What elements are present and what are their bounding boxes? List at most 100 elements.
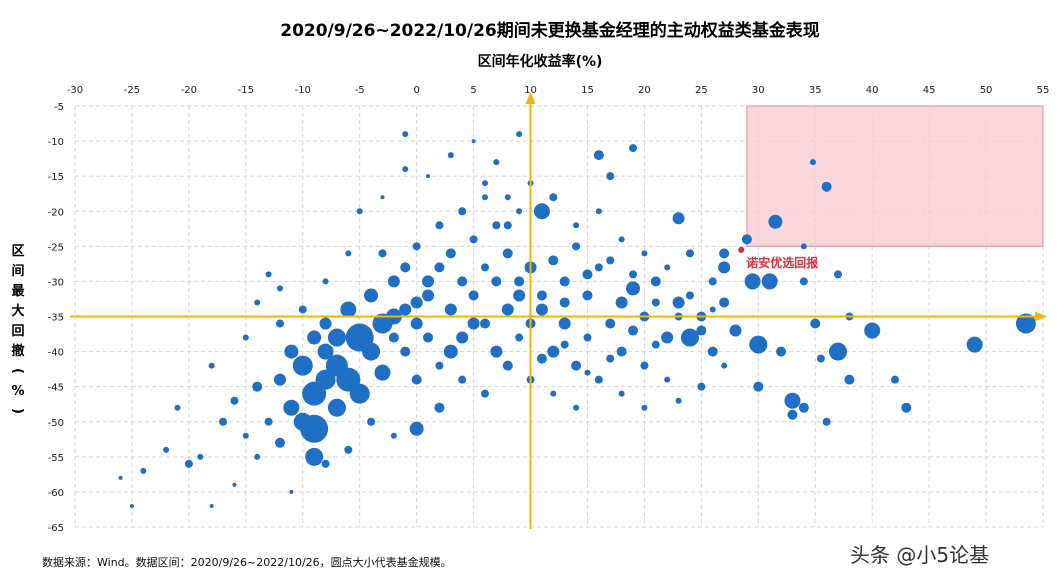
data-point xyxy=(719,248,730,259)
data-point xyxy=(503,221,512,230)
data-point xyxy=(719,297,730,308)
data-point xyxy=(901,402,912,413)
data-point xyxy=(595,208,602,215)
data-point xyxy=(388,332,399,343)
data-point xyxy=(422,275,435,288)
data-point xyxy=(629,270,638,279)
data-point xyxy=(399,303,412,316)
data-point xyxy=(410,296,423,309)
data-point xyxy=(349,383,370,404)
x-tick-label: 45 xyxy=(923,85,936,96)
data-point xyxy=(516,208,523,215)
data-point xyxy=(776,346,787,357)
data-point xyxy=(232,482,237,487)
data-point xyxy=(641,250,648,257)
x-tick-label: -25 xyxy=(124,85,140,96)
y-axis-label-char: % xyxy=(11,384,24,399)
data-point xyxy=(118,475,123,480)
y-tick-label: -60 xyxy=(48,488,64,499)
data-point xyxy=(821,181,832,192)
data-point xyxy=(582,269,593,280)
y-tick-label: -40 xyxy=(48,348,64,359)
data-point xyxy=(606,256,615,265)
data-point xyxy=(798,402,809,413)
data-point xyxy=(583,333,592,342)
data-point xyxy=(550,390,557,397)
data-point xyxy=(307,330,322,345)
data-point xyxy=(444,303,457,316)
data-point xyxy=(400,262,411,273)
data-point xyxy=(317,343,334,360)
data-point xyxy=(447,152,454,159)
data-point xyxy=(618,390,625,397)
x-tick-label: 0 xyxy=(413,85,419,96)
data-point xyxy=(572,242,581,251)
data-point xyxy=(208,362,215,369)
data-point xyxy=(275,319,284,328)
data-point xyxy=(435,221,444,230)
y-axis-label-char: 撤 xyxy=(11,343,24,359)
data-point xyxy=(490,345,503,358)
data-point xyxy=(573,404,580,411)
data-point xyxy=(573,222,580,229)
x-tick-labels: -30 -25 -20 -15 -10 -5 0 5 10 15 20 25 30 35 40 45 50 55 xyxy=(67,85,1050,96)
data-point xyxy=(584,369,591,376)
data-point xyxy=(458,375,467,384)
data-point xyxy=(594,263,603,272)
data-point xyxy=(844,374,855,385)
x-tick-label: 5 xyxy=(470,85,476,96)
data-point xyxy=(230,396,239,405)
data-point xyxy=(305,447,324,466)
data-point xyxy=(400,346,411,357)
axis-arrows xyxy=(70,92,1047,529)
data-point xyxy=(761,273,778,290)
data-point xyxy=(675,397,682,404)
data-point xyxy=(254,299,261,306)
data-point xyxy=(626,281,641,296)
x-tick-label: 10 xyxy=(524,85,537,96)
data-point xyxy=(615,296,628,309)
data-point xyxy=(640,361,649,370)
data-point xyxy=(685,291,694,300)
watermark: 头条 @小5论基 xyxy=(850,543,989,567)
data-point xyxy=(816,354,825,363)
data-point xyxy=(284,344,299,359)
data-point xyxy=(423,332,434,343)
y-tick-label: -30 xyxy=(48,277,64,288)
y-tick-label: -15 xyxy=(48,172,64,183)
data-point xyxy=(443,344,458,359)
data-point xyxy=(515,333,524,342)
data-point xyxy=(276,285,283,292)
data-point xyxy=(549,193,558,202)
data-point xyxy=(650,276,661,287)
data-point xyxy=(321,459,330,468)
y-axis-label-char: ( xyxy=(10,368,25,374)
data-point xyxy=(559,276,570,287)
data-points xyxy=(118,131,1036,508)
data-point xyxy=(491,276,502,287)
data-point xyxy=(411,374,422,385)
data-point xyxy=(1015,313,1036,334)
data-point xyxy=(800,243,807,250)
data-point xyxy=(367,417,376,426)
data-point xyxy=(409,421,424,436)
data-point xyxy=(492,221,501,230)
data-point xyxy=(502,360,513,371)
y-tick-label: -10 xyxy=(48,137,64,148)
data-point xyxy=(402,131,409,138)
data-point xyxy=(209,503,214,508)
data-point xyxy=(456,331,469,344)
data-point xyxy=(707,346,718,357)
data-point xyxy=(664,264,671,271)
data-point xyxy=(560,340,569,349)
x-tick-label: -10 xyxy=(295,85,311,96)
data-point xyxy=(744,273,761,290)
data-point xyxy=(292,355,313,376)
data-point xyxy=(426,174,431,179)
data-point xyxy=(571,360,582,371)
data-point xyxy=(721,362,728,369)
data-point xyxy=(768,214,783,229)
y-axis-label-char: 大 xyxy=(11,303,24,319)
